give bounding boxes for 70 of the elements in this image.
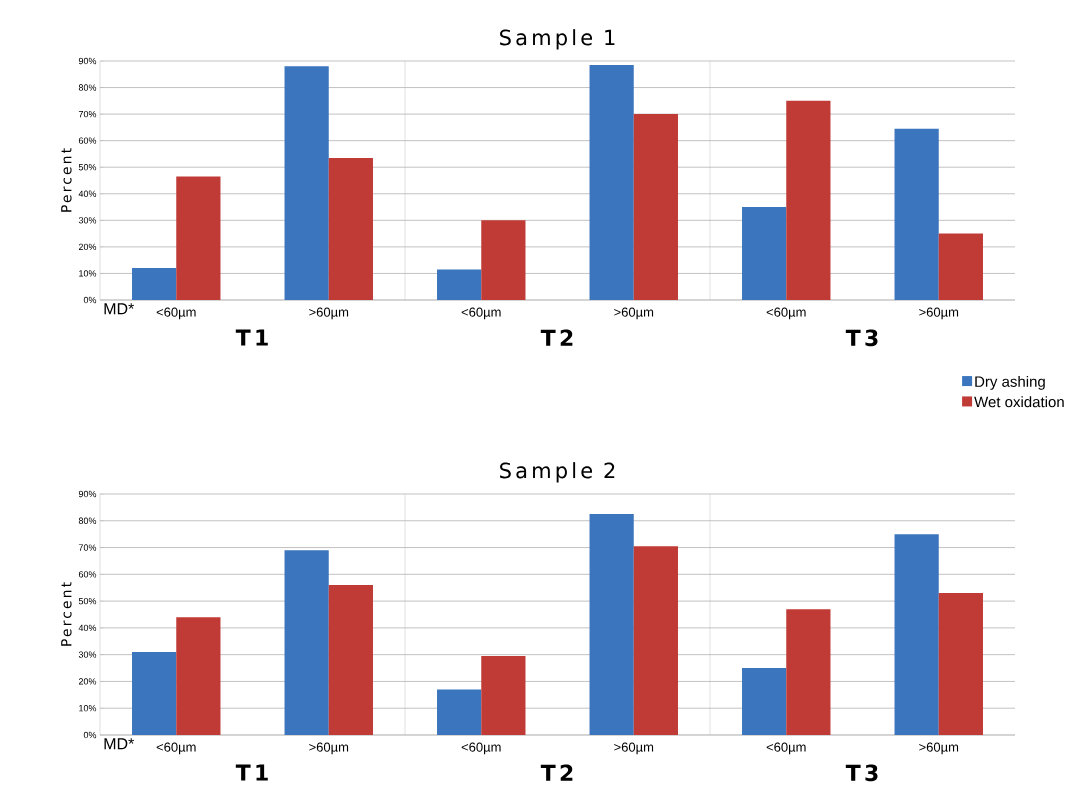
bar	[481, 655, 526, 735]
x-tick-label: >60µm	[614, 307, 654, 320]
bar	[437, 269, 482, 300]
y-tick-label: 60%	[78, 571, 97, 578]
y-tick-label: 50%	[78, 597, 97, 605]
text: T3	[845, 329, 878, 347]
bar	[786, 100, 831, 300]
x-tick-label: >60µm	[614, 742, 654, 755]
bar	[894, 128, 939, 300]
bar	[284, 550, 329, 735]
y-tick-label: 0%	[83, 296, 97, 304]
y-tick-label: 20%	[78, 243, 97, 251]
bar	[328, 585, 373, 735]
bar	[742, 207, 787, 300]
bar	[132, 651, 177, 735]
y-tick-label: 70%	[78, 544, 97, 551]
y-tick-label: 10%	[79, 270, 97, 277]
chart-title: Sample 1	[500, 29, 615, 50]
x-tick-label: >60µm	[309, 307, 349, 320]
text: T1	[235, 764, 268, 781]
y-tick-label: 90%	[78, 490, 97, 498]
y-tick-label: 90%	[78, 57, 97, 65]
x-tick-label: >60µm	[919, 307, 959, 320]
y-tick-label: 30%	[78, 651, 97, 658]
x-tick-label: <60µm	[461, 307, 501, 320]
bar	[742, 668, 787, 735]
y-axis-title: Percent	[61, 148, 72, 212]
bar	[176, 617, 221, 735]
bar	[786, 609, 831, 735]
bar	[894, 534, 939, 735]
x-tick-label: <60µm	[461, 742, 501, 755]
bar	[633, 114, 678, 300]
bar	[938, 593, 983, 735]
chart-title: Sample 2	[500, 462, 615, 483]
y-tick-label: 10%	[79, 705, 97, 712]
y-tick-label: 20%	[78, 678, 97, 685]
x-tick-label: >60µm	[309, 742, 349, 755]
x-tick-label: <60µm	[766, 307, 806, 320]
bar	[938, 233, 983, 300]
y-tick-label: 0%	[83, 731, 97, 739]
bar	[284, 66, 329, 300]
y-tick-label: 40%	[78, 624, 97, 632]
bar	[132, 268, 177, 300]
x-tick-label: >60µm	[919, 742, 959, 755]
x-tick-label: <60µm	[156, 742, 196, 755]
text: T2	[540, 764, 573, 781]
bar	[589, 514, 634, 735]
text: T1	[235, 329, 268, 346]
text: T2	[540, 329, 573, 346]
bar	[176, 176, 221, 300]
bar	[589, 64, 634, 300]
bar	[437, 689, 482, 735]
text: T3	[845, 764, 878, 782]
bar	[633, 546, 678, 735]
y-tick-label: 70%	[78, 110, 97, 118]
y-tick-label: 80%	[78, 517, 97, 524]
text: MD*	[104, 303, 135, 315]
bar	[481, 220, 526, 300]
bar	[328, 157, 373, 300]
y-tick-label: 30%	[78, 217, 97, 224]
x-tick-label: <60µm	[156, 307, 196, 320]
y-tick-label: 60%	[78, 137, 97, 144]
y-tick-label: 50%	[78, 164, 97, 171]
x-tick-label: <60µm	[766, 742, 806, 755]
y-axis-title: Percent	[61, 582, 72, 646]
legend-label: Dry ashing	[975, 375, 1045, 390]
legend-label: Wet oxidation	[974, 396, 1064, 408]
y-tick-label: 40%	[78, 190, 97, 197]
y-tick-label: 80%	[78, 84, 97, 91]
text: MD*	[104, 738, 135, 750]
